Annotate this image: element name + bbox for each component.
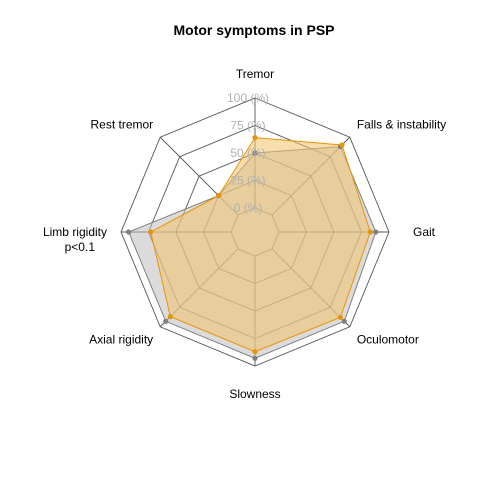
series-1-point — [252, 150, 258, 156]
series-2-point — [252, 135, 258, 141]
axis-label: Oculomotor — [357, 332, 419, 346]
tick-label: 50 (%) — [230, 146, 265, 160]
axis-label: Axial rigidity — [89, 332, 153, 346]
series-2-point — [167, 314, 173, 320]
series-2-point — [337, 314, 344, 321]
axis-label-note: p<0.1 — [65, 240, 96, 254]
axis-label: Limb rigidity — [43, 225, 107, 239]
series-2-point — [367, 229, 373, 235]
axis-label: Tremor — [236, 67, 274, 81]
axis-label: Falls & instability — [357, 118, 446, 132]
tick-label: 25 (%) — [230, 174, 265, 188]
series-2-point — [215, 192, 222, 199]
tick-label: 0 (%) — [234, 201, 263, 215]
tick-label: 100 (%) — [227, 91, 269, 105]
series-1-point — [126, 229, 132, 235]
tick-label: 75 (%) — [230, 119, 265, 133]
series-1-point — [163, 318, 169, 324]
axis-label: Slowness — [229, 387, 280, 401]
series-1-point — [341, 318, 347, 324]
radar-axis-labels: Tremor Falls & instability Gait Oculomotor S… — [43, 67, 446, 401]
series-1-point — [252, 355, 258, 361]
chart-title: Motor symptoms in PSP — [173, 22, 334, 38]
radar-series — [126, 135, 379, 361]
series-2-point — [148, 229, 154, 235]
series-2-point — [339, 142, 345, 148]
axis-label: Rest tremor — [90, 118, 153, 132]
axis-label: Gait — [413, 225, 436, 239]
series-2-point — [252, 349, 258, 355]
series-1-point — [373, 229, 379, 235]
radar-tick-labels: 0 (%) 25 (%) 50 (%) 75 (%) 100 (%) — [227, 91, 269, 215]
